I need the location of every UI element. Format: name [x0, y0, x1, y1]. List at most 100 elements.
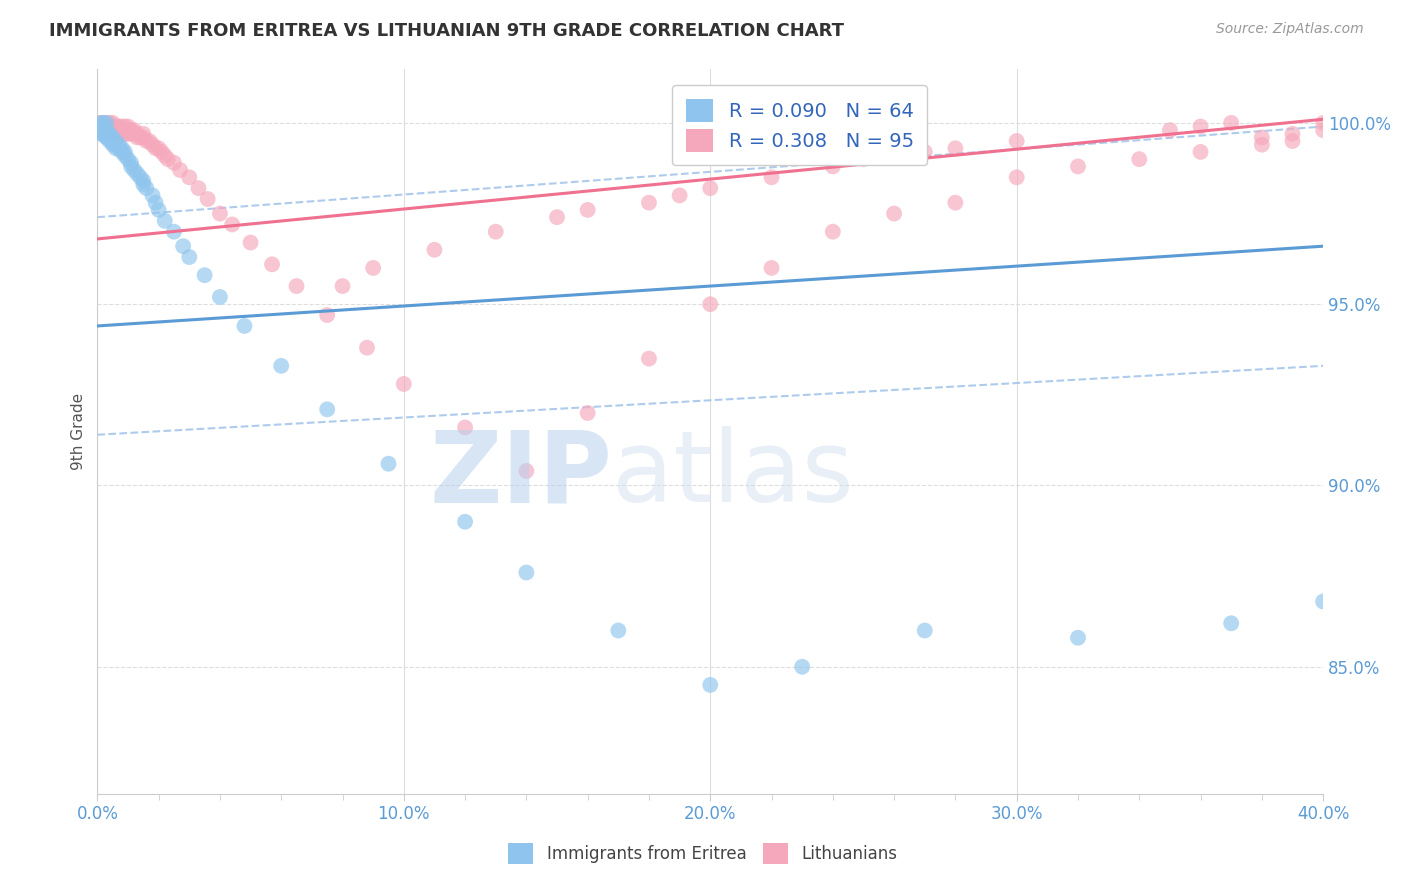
Point [96, 116, 118, 130]
Point [107, 120, 129, 134]
Point [117, 152, 139, 166]
Point [111, 141, 134, 155]
Point [485, 225, 508, 239]
Point [132, 178, 155, 192]
Point [104, 123, 127, 137]
Point [1220, 616, 1243, 631]
Point [96, 116, 118, 130]
Point [792, 660, 814, 674]
Point [169, 163, 191, 178]
Point [1067, 160, 1090, 174]
Point [699, 678, 721, 692]
Point [93, 123, 115, 137]
Point [187, 181, 209, 195]
Point [1281, 127, 1303, 141]
Point [179, 170, 201, 185]
Point [117, 123, 139, 137]
Point [699, 297, 721, 311]
Point [1067, 631, 1090, 645]
Point [98, 120, 121, 134]
Point [98, 127, 121, 141]
Point [515, 566, 537, 580]
Point [111, 145, 134, 159]
Point [1312, 116, 1334, 130]
Legend: R = 0.090   N = 64, R = 0.308   N = 95: R = 0.090 N = 64, R = 0.308 N = 95 [672, 86, 928, 165]
Point [117, 127, 139, 141]
Point [1312, 123, 1334, 137]
Point [89, 116, 111, 130]
Point [104, 134, 127, 148]
Point [135, 181, 157, 195]
Point [208, 206, 231, 220]
Point [377, 457, 399, 471]
Point [945, 141, 967, 155]
Point [1159, 123, 1181, 137]
Point [98, 130, 121, 145]
Point [153, 214, 176, 228]
Point [914, 624, 936, 638]
Point [120, 123, 142, 137]
Point [150, 145, 173, 159]
Point [1312, 594, 1334, 608]
Point [96, 123, 118, 137]
Point [129, 170, 152, 185]
Point [197, 192, 219, 206]
Point [260, 257, 283, 271]
Point [546, 210, 568, 224]
Point [233, 318, 256, 333]
Point [356, 341, 378, 355]
Point [89, 120, 111, 134]
Point [699, 181, 721, 195]
Point [96, 123, 118, 137]
Point [89, 127, 111, 141]
Legend: Immigrants from Eritrea, Lithuanians: Immigrants from Eritrea, Lithuanians [502, 837, 904, 871]
Point [1189, 120, 1212, 134]
Point [1281, 134, 1303, 148]
Point [138, 134, 160, 148]
Point [96, 127, 118, 141]
Point [107, 137, 129, 152]
Point [316, 308, 339, 322]
Point [156, 152, 179, 166]
Point [120, 127, 142, 141]
Point [638, 351, 661, 366]
Point [270, 359, 292, 373]
Point [285, 279, 308, 293]
Text: Source: ZipAtlas.com: Source: ZipAtlas.com [1216, 22, 1364, 37]
Point [104, 127, 127, 141]
Point [114, 145, 136, 159]
Point [883, 206, 905, 220]
Point [1189, 145, 1212, 159]
Point [914, 145, 936, 159]
Point [1005, 170, 1028, 185]
Point [96, 130, 118, 145]
Point [576, 406, 599, 420]
Point [945, 195, 967, 210]
Point [127, 130, 149, 145]
Point [163, 225, 186, 239]
Point [141, 137, 163, 152]
Point [1250, 130, 1272, 145]
Point [852, 152, 875, 166]
Point [129, 130, 152, 145]
Point [114, 120, 136, 134]
Point [163, 156, 186, 170]
Point [89, 116, 111, 130]
Point [821, 225, 844, 239]
Point [172, 239, 194, 253]
Point [361, 260, 384, 275]
Point [221, 218, 243, 232]
Point [101, 123, 124, 137]
Point [194, 268, 217, 283]
Point [98, 123, 121, 137]
Point [145, 195, 167, 210]
Point [98, 116, 121, 130]
Point [607, 624, 630, 638]
Point [117, 120, 139, 134]
Point [668, 188, 690, 202]
Point [111, 120, 134, 134]
Point [135, 134, 157, 148]
Point [89, 120, 111, 134]
Point [93, 127, 115, 141]
Point [111, 123, 134, 137]
